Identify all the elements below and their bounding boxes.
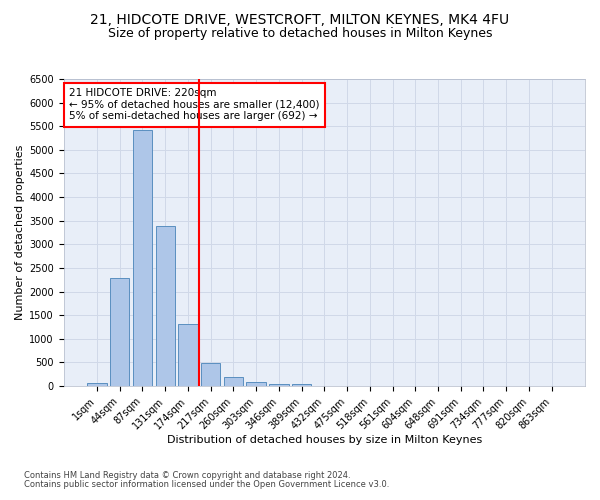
Bar — [110, 278, 130, 386]
Text: Size of property relative to detached houses in Milton Keynes: Size of property relative to detached ho… — [108, 28, 492, 40]
Bar — [88, 382, 107, 386]
Text: Contains public sector information licensed under the Open Government Licence v3: Contains public sector information licen… — [24, 480, 389, 489]
Bar — [224, 376, 243, 386]
X-axis label: Distribution of detached houses by size in Milton Keynes: Distribution of detached houses by size … — [167, 435, 482, 445]
Y-axis label: Number of detached properties: Number of detached properties — [15, 145, 25, 320]
Bar — [155, 226, 175, 386]
Bar — [292, 384, 311, 386]
Bar — [133, 130, 152, 386]
Text: Contains HM Land Registry data © Crown copyright and database right 2024.: Contains HM Land Registry data © Crown c… — [24, 471, 350, 480]
Text: 21, HIDCOTE DRIVE, WESTCROFT, MILTON KEYNES, MK4 4FU: 21, HIDCOTE DRIVE, WESTCROFT, MILTON KEY… — [91, 12, 509, 26]
Bar — [178, 324, 197, 386]
Bar — [247, 382, 266, 386]
Bar — [269, 384, 289, 386]
Bar — [201, 363, 220, 386]
Text: 21 HIDCOTE DRIVE: 220sqm
← 95% of detached houses are smaller (12,400)
5% of sem: 21 HIDCOTE DRIVE: 220sqm ← 95% of detach… — [69, 88, 319, 122]
